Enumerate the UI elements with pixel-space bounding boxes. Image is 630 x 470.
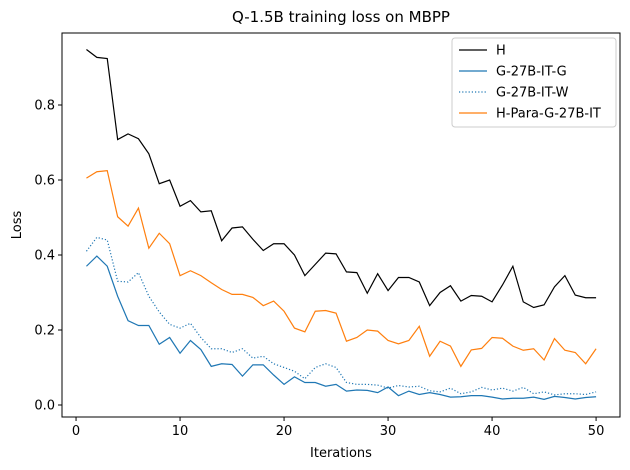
x-tick-label: 10 xyxy=(172,424,189,439)
legend-entry: G-27B-IT-W xyxy=(496,86,569,101)
legend-box xyxy=(451,37,617,128)
x-tick-label: 50 xyxy=(588,424,605,439)
y-tick-label: 0.4 xyxy=(34,249,55,264)
x-tick-label: 20 xyxy=(276,424,293,439)
x-tick-label: 40 xyxy=(484,424,501,439)
y-tick-label: 0.2 xyxy=(34,324,55,339)
y-tick-label: 0.6 xyxy=(34,174,55,189)
plot-frame xyxy=(61,32,621,418)
x-tick-label: 30 xyxy=(380,424,397,439)
x-axis-label: Iterations xyxy=(310,446,372,461)
series-line-g-27b-it-w xyxy=(85,236,597,396)
series-line-g-27b-it-g xyxy=(86,255,597,400)
series-line-h-para-g-27b-it xyxy=(86,169,597,368)
legend-entry: G-27B-IT-G xyxy=(496,65,567,80)
chart-title: Q-1.5B training loss on MBPP xyxy=(232,8,450,26)
legend: H G-27B-IT-G G-27B-IT-W H-Para-G-27B-IT xyxy=(451,37,617,128)
y-tick-label: 0.8 xyxy=(34,99,55,114)
series-line-h xyxy=(86,49,597,309)
legend-entry: H-Para-G-27B-IT xyxy=(496,107,601,122)
legend-entry: H xyxy=(496,44,506,59)
y-axis-label: Loss xyxy=(10,211,25,240)
x-tick-label: 0 xyxy=(72,424,80,439)
y-tick-label: 0.0 xyxy=(34,399,55,414)
